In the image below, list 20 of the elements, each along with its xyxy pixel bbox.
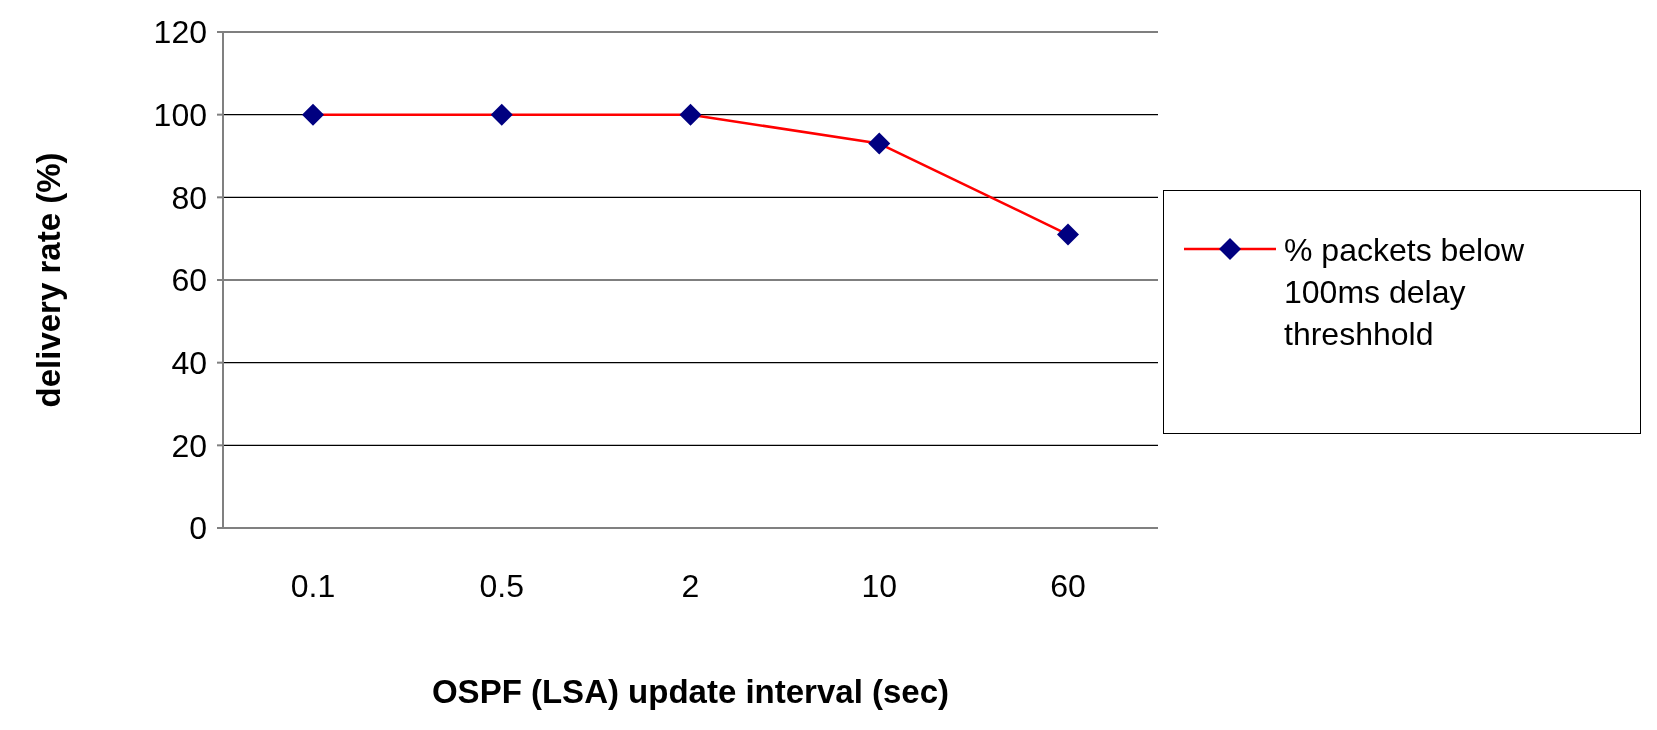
point [868, 132, 891, 155]
y-axis-title: delivery rate (%) [29, 152, 67, 408]
y-tick-label: 40 [171, 345, 207, 382]
point [302, 103, 324, 126]
point [679, 103, 702, 126]
point [490, 103, 513, 126]
x-tick-label: 0.5 [479, 567, 524, 604]
y-tick-label: 120 [153, 14, 207, 51]
point [1057, 223, 1079, 246]
x-tick-label: 2 [681, 567, 700, 604]
x-tick-label: 0.1 [290, 567, 336, 604]
x-axis-title: OSPF (LSA) update interval (sec) [431, 673, 950, 710]
y-tick-label: 20 [171, 427, 207, 464]
y-tick-label: 80 [171, 179, 207, 216]
x-tick-label: 60 [1050, 567, 1086, 604]
y-tick-label: 100 [153, 97, 207, 134]
x-tick-label: 10 [861, 567, 898, 604]
y-tick-label: 60 [171, 262, 207, 299]
y-tick-label: 0 [189, 510, 207, 547]
legend-label: % packets below 100ms delay threshhold [1284, 231, 1526, 354]
